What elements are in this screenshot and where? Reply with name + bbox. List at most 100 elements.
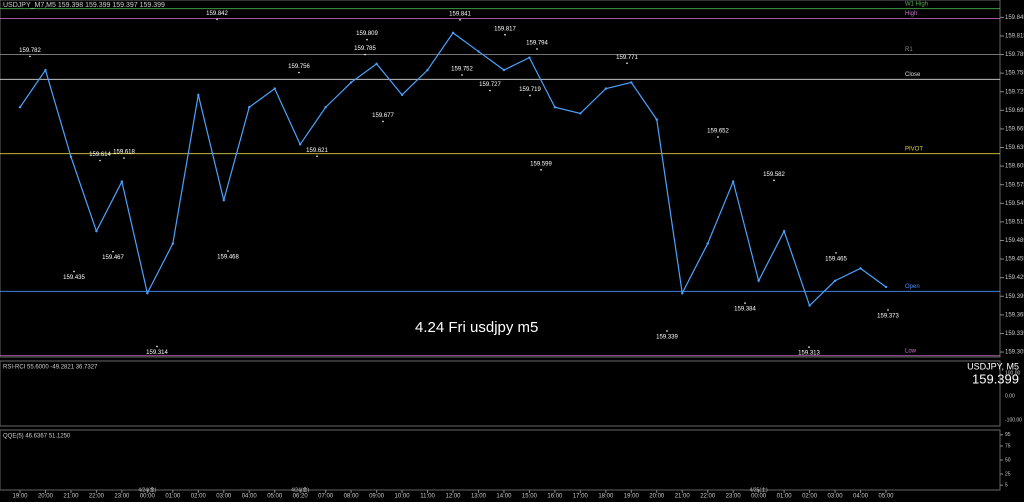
qqe-label: QQE(5) 46.6367 51.1250 bbox=[3, 434, 71, 440]
price-point bbox=[324, 106, 327, 109]
qqe-tick-label: 95 bbox=[1005, 432, 1011, 438]
price-label-point bbox=[382, 120, 384, 123]
y-tick-label: 159.605 bbox=[1005, 164, 1024, 170]
x-tick-label: 04:00 bbox=[853, 494, 869, 500]
price-point bbox=[197, 93, 200, 97]
last-price: 159.399 bbox=[972, 371, 1019, 386]
price-label: 159.467 bbox=[102, 255, 124, 261]
x-tick-label: 05:00 bbox=[878, 494, 894, 500]
rsi-tick-label: 0.00 bbox=[1005, 393, 1015, 399]
rsi-tick-label: 100.00 bbox=[1005, 370, 1021, 376]
level-name: High bbox=[905, 11, 917, 17]
x-tick-label: 11:00 bbox=[420, 494, 435, 500]
price-point bbox=[859, 267, 862, 270]
y-tick-label: 159.545 bbox=[1005, 201, 1024, 207]
price-point bbox=[731, 180, 735, 183]
qqe-tick-label: 5 bbox=[1005, 483, 1008, 489]
price-label-point bbox=[99, 159, 101, 162]
x-tick-label: 23:00 bbox=[114, 494, 130, 500]
price-point bbox=[171, 242, 175, 245]
date-label: 4/24(金) bbox=[291, 486, 309, 493]
price-label-point bbox=[835, 252, 837, 254]
price-point bbox=[400, 93, 404, 97]
x-tick-label: 21:00 bbox=[63, 494, 79, 500]
price-label: 159.677 bbox=[372, 113, 394, 119]
y-tick-label: 159.815 bbox=[1005, 34, 1024, 40]
price-point bbox=[44, 68, 47, 72]
price-label: 159.841 bbox=[449, 11, 471, 17]
price-point bbox=[222, 198, 225, 202]
x-tick-label: 21:00 bbox=[675, 494, 691, 500]
price-label-point bbox=[73, 270, 75, 273]
qqe-tick-label: 50 bbox=[1005, 457, 1011, 463]
price-point bbox=[604, 87, 608, 90]
price-label: 159.599 bbox=[530, 161, 552, 167]
price-label-point bbox=[529, 94, 531, 97]
price-label: 159.794 bbox=[526, 41, 548, 47]
price-label: 159.468 bbox=[217, 255, 239, 261]
x-tick-label: 17:00 bbox=[573, 494, 589, 500]
price-label: 159.727 bbox=[479, 82, 501, 88]
price-label-point bbox=[29, 55, 31, 58]
price-line bbox=[19, 31, 887, 307]
qqe-tick-label: 25 bbox=[1005, 471, 1011, 477]
x-tick-label: 13:00 bbox=[471, 494, 487, 500]
price-label-point bbox=[666, 330, 668, 332]
price-point bbox=[528, 56, 531, 59]
y-tick-label: 159.785 bbox=[1005, 52, 1024, 58]
price-label: 159.809 bbox=[356, 31, 378, 37]
x-tick-label: 07:00 bbox=[318, 494, 334, 500]
price-label: 159.435 bbox=[63, 275, 85, 281]
price-label: 159.314 bbox=[146, 350, 168, 356]
x-tick-label: 09:00 bbox=[369, 494, 385, 500]
x-tick-label: 14:00 bbox=[496, 494, 512, 500]
price-label-point bbox=[808, 346, 810, 348]
x-tick-label: 20:00 bbox=[38, 494, 54, 500]
rsi-panel bbox=[0, 360, 1001, 427]
price-label-point bbox=[504, 33, 506, 36]
y-tick-label: 159.635 bbox=[1005, 145, 1024, 151]
level-name: Open bbox=[905, 284, 920, 290]
y-tick-label: 159.365 bbox=[1005, 312, 1024, 318]
price-point bbox=[120, 180, 124, 183]
price-label-point bbox=[216, 18, 218, 21]
price-point bbox=[833, 279, 837, 282]
x-tick-label: 02:00 bbox=[191, 494, 207, 500]
price-point bbox=[375, 62, 378, 66]
price-label-point bbox=[461, 74, 463, 76]
price-label-point bbox=[123, 157, 125, 159]
level-name: PIVOT bbox=[905, 146, 923, 152]
price-point bbox=[681, 291, 684, 295]
price-label: 159.582 bbox=[763, 172, 785, 178]
price-label-point bbox=[156, 345, 158, 348]
x-tick-label: 04:00 bbox=[242, 494, 258, 500]
x-tick-label: 19:00 bbox=[12, 494, 28, 500]
x-tick-label: 02:00 bbox=[802, 494, 818, 500]
price-label-point bbox=[540, 169, 542, 171]
y-tick-label: 159.725 bbox=[1005, 89, 1024, 95]
price-point bbox=[69, 155, 73, 159]
y-tick-label: 159.335 bbox=[1005, 331, 1024, 337]
price-point bbox=[451, 31, 455, 35]
price-label: 159.339 bbox=[656, 335, 678, 341]
y-tick-label: 159.695 bbox=[1005, 108, 1024, 114]
price-label: 159.373 bbox=[877, 313, 899, 319]
price-label-point bbox=[227, 250, 229, 252]
price-label-point bbox=[298, 71, 300, 74]
x-tick-label: 05:00 bbox=[267, 494, 283, 500]
price-label-point bbox=[536, 48, 538, 50]
y-tick-label: 159.455 bbox=[1005, 257, 1024, 263]
price-point bbox=[248, 106, 251, 109]
x-tick-label: 16:00 bbox=[547, 494, 563, 500]
price-label: 159.621 bbox=[306, 148, 328, 154]
x-tick-label: 00:00 bbox=[140, 494, 156, 500]
qqe-panel bbox=[0, 429, 1001, 491]
x-tick-label: 19:00 bbox=[624, 494, 640, 500]
price-label-point bbox=[626, 62, 628, 65]
y-tick-label: 159.395 bbox=[1005, 294, 1024, 300]
price-point bbox=[553, 106, 557, 109]
rsi-tick-label: -100.00 bbox=[1005, 417, 1022, 423]
x-tick-label: 08:00 bbox=[344, 494, 360, 500]
price-label: 159.652 bbox=[707, 129, 729, 135]
price-label: 159.719 bbox=[519, 87, 541, 93]
